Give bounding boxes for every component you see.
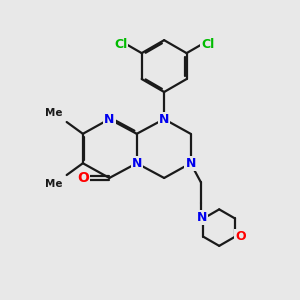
Text: N: N [132, 157, 142, 170]
Text: Cl: Cl [114, 38, 127, 51]
Text: Me: Me [45, 178, 62, 189]
Text: Me: Me [45, 109, 62, 118]
Text: O: O [235, 230, 246, 243]
Text: N: N [104, 112, 115, 126]
Text: N: N [185, 157, 196, 170]
Text: Cl: Cl [201, 38, 214, 51]
Text: N: N [159, 112, 169, 126]
Text: O: O [77, 171, 89, 185]
Text: N: N [197, 211, 207, 224]
